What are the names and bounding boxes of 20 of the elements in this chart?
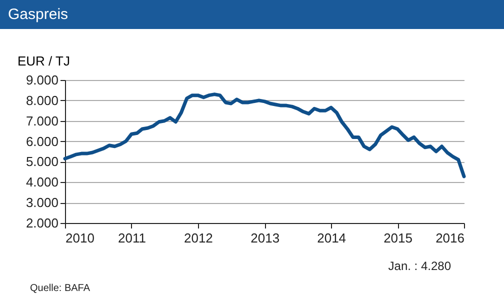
y-tick-label: 2.000	[26, 216, 58, 230]
chart-title: Gaspreis	[8, 6, 68, 23]
line-series	[63, 92, 466, 178]
y-tick-label: 5.000	[26, 154, 58, 170]
y-tick-label: 8.000	[26, 92, 58, 108]
x-tick-label: 2013	[250, 230, 280, 246]
x-tick-label: 2015	[384, 230, 412, 246]
x-tick-label: 2014	[317, 230, 346, 246]
y-tick-label: 9.000	[26, 72, 58, 88]
x-tick-label: 2012	[184, 230, 213, 246]
text: Jan. : 4.280	[388, 259, 452, 273]
y-axis-title: EUR / TJ	[18, 54, 70, 68]
y-tick-label: 3.000	[26, 195, 58, 210]
y-tick-label: 4.000	[26, 174, 58, 190]
x-tick-label: 2010	[66, 230, 94, 246]
x-tick-label: 2011	[118, 230, 146, 246]
source-note: Quelle: BAFA	[30, 283, 90, 294]
x-tick-label: 2016	[436, 230, 464, 246]
y-tick-label: 6.000	[26, 134, 58, 149]
y-tick-label: 7.000	[26, 113, 58, 128]
